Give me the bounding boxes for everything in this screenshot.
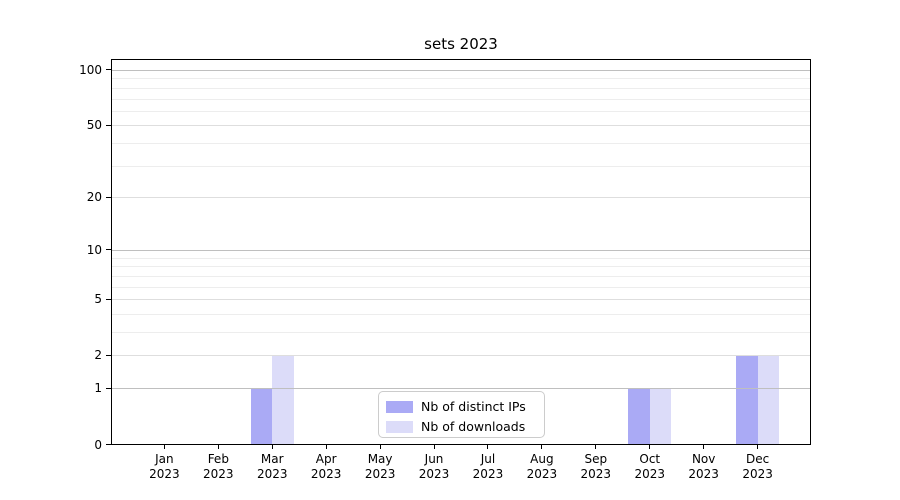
y-tick-label-20: 20 [86, 190, 102, 205]
y-tick-mark-10 [106, 249, 111, 251]
x-tick-label-aug: Aug 2023 [526, 452, 558, 481]
legend-label-downloads: Nb of downloads [421, 419, 526, 434]
gridline-y-20 [112, 197, 810, 199]
x-tick-label-dec: Dec 2023 [742, 452, 773, 481]
x-tick-mark-jan [163, 445, 165, 449]
x-tick-mark-oct [649, 445, 651, 449]
bar-distinct-ips-oct [628, 389, 650, 444]
chart-title: sets 2023 [424, 35, 498, 53]
bar-downloads-oct [649, 389, 672, 444]
y-tick-label-0: 0 [94, 437, 102, 452]
y-tick-mark-2 [106, 354, 111, 356]
legend-item-downloads: Nb of downloads [386, 418, 544, 435]
gridline-y-100 [112, 69, 810, 71]
y-tick-label-100: 100 [79, 62, 102, 77]
y-tick-mark-20 [106, 196, 111, 198]
y-tick-mark-1 [106, 387, 111, 389]
gridline-y-10 [112, 249, 810, 251]
gridline-y-90 [112, 78, 810, 80]
gridline-y-4 [112, 313, 810, 315]
y-tick-label-1: 1 [94, 381, 102, 396]
legend-swatch-distinct-ips [386, 400, 413, 413]
x-tick-label-feb: Feb 2023 [203, 452, 234, 481]
x-tick-label-apr: Apr 2023 [310, 452, 342, 481]
gridline-y-80 [112, 87, 810, 89]
gridline-y-40 [112, 143, 810, 145]
x-tick-label-sep: Sep 2023 [580, 452, 612, 481]
gridline-y-9 [112, 257, 810, 259]
x-tick-label-oct: Oct 2023 [634, 452, 666, 481]
gridline-y-3 [112, 332, 810, 333]
x-tick-mark-feb [217, 445, 219, 449]
x-tick-mark-may [379, 445, 381, 449]
gridline-y-7 [112, 275, 810, 277]
legend-swatch-downloads [386, 420, 413, 433]
bar-downloads-dec [757, 356, 780, 444]
bar-distinct-ips-mar [250, 389, 273, 444]
plot-area [111, 59, 811, 445]
gridline-y-70 [112, 98, 810, 100]
gridline-y-6 [112, 286, 810, 288]
x-tick-mark-jul [487, 445, 489, 449]
x-tick-label-may: May 2023 [364, 452, 396, 481]
bar-downloads-mar [272, 356, 294, 444]
x-tick-label-nov: Nov 2023 [688, 452, 719, 481]
x-tick-mark-sep [595, 445, 597, 449]
bar-distinct-ips-dec [736, 356, 758, 444]
legend-label-distinct-ips: Nb of distinct IPs [421, 399, 526, 414]
gridline-y-8 [112, 266, 810, 268]
x-tick-mark-dec [757, 445, 759, 449]
x-tick-mark-mar [271, 445, 273, 449]
legend-item-distinct-ips: Nb of distinct IPs [386, 398, 544, 415]
x-tick-mark-jun [433, 445, 435, 449]
y-tick-label-2: 2 [94, 348, 102, 363]
x-tick-mark-nov [703, 445, 705, 449]
gridline-y-60 [112, 110, 810, 112]
y-tick-label-50: 50 [86, 118, 102, 133]
gridline-y-5 [112, 299, 810, 301]
x-tick-mark-aug [541, 445, 543, 449]
y-tick-mark-50 [106, 124, 111, 126]
x-tick-label-jun: Jun 2023 [418, 452, 450, 481]
gridline-y-1 [112, 388, 810, 390]
y-tick-label-10: 10 [86, 242, 102, 257]
legend: Nb of distinct IPs Nb of downloads [378, 391, 545, 438]
x-tick-label-mar: Mar 2023 [256, 452, 288, 481]
y-tick-mark-5 [106, 298, 111, 300]
x-tick-label-jul: Jul 2023 [472, 452, 504, 481]
x-tick-label-jan: Jan 2023 [149, 452, 180, 481]
y-tick-label-5: 5 [94, 292, 102, 307]
x-tick-mark-apr [325, 445, 327, 449]
y-tick-mark-100 [106, 69, 111, 71]
gridline-y-30 [112, 165, 810, 167]
y-tick-mark-0 [106, 444, 111, 445]
gridline-y-2 [112, 355, 810, 357]
gridline-y-50 [112, 125, 810, 127]
